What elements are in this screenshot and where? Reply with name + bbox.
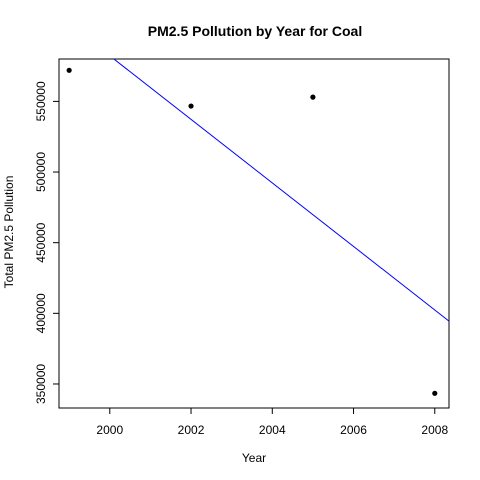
data-point	[310, 94, 316, 100]
x-tick-label: 2000	[96, 423, 123, 437]
x-axis: 2000 2002 2004 2006 2008	[96, 408, 448, 437]
data-point	[66, 67, 72, 73]
x-tick-label: 2004	[259, 423, 286, 437]
plot-frame	[58, 58, 450, 409]
x-axis-label: Year	[242, 451, 266, 465]
y-tick-label: 350000	[34, 364, 48, 404]
y-axis-label: Total PM2.5 Pollution	[2, 176, 16, 289]
plot-area	[66, 58, 450, 396]
x-tick-label: 2006	[340, 423, 367, 437]
x-tick-label: 2002	[178, 423, 205, 437]
y-axis: 350000 400000 450000 500000 550000	[34, 81, 59, 404]
data-point	[188, 103, 194, 109]
y-tick-label: 400000	[34, 293, 48, 333]
chart-title: PM2.5 Pollution by Year for Coal	[148, 23, 362, 39]
y-tick-label: 450000	[34, 222, 48, 262]
trend-line	[113, 58, 450, 322]
data-point	[432, 390, 438, 396]
x-tick-label: 2008	[421, 423, 448, 437]
y-tick-label: 550000	[34, 81, 48, 121]
y-tick-label: 500000	[34, 152, 48, 192]
